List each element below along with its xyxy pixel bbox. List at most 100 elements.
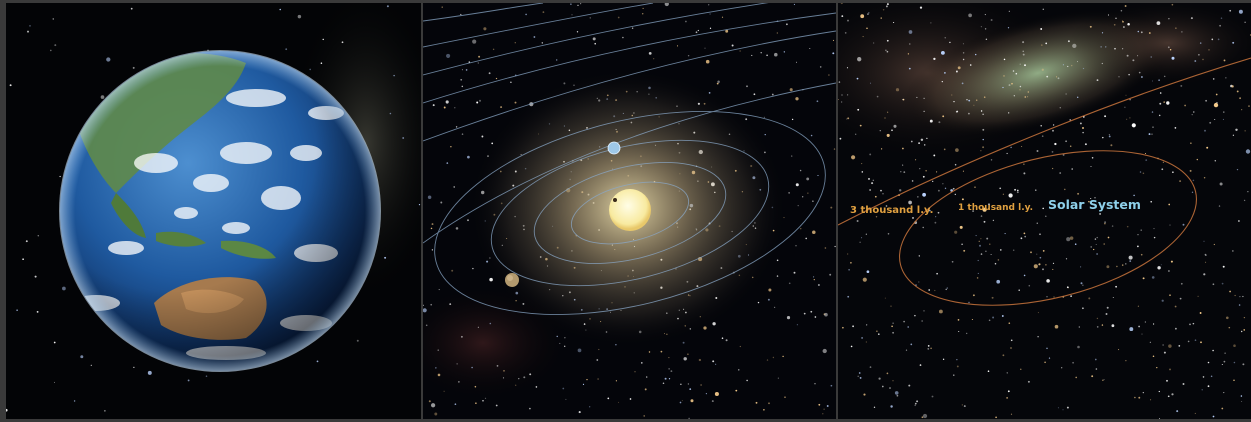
star [962, 58, 965, 61]
star [322, 38, 324, 41]
star [564, 345, 566, 347]
star [717, 80, 720, 83]
star [1223, 59, 1226, 62]
star [731, 44, 734, 47]
star [944, 37, 946, 39]
star [1111, 225, 1114, 227]
star [1070, 64, 1073, 67]
star [746, 85, 748, 88]
star [1045, 215, 1047, 218]
star [1108, 135, 1111, 138]
star [1167, 270, 1170, 272]
star [847, 19, 849, 22]
star [1160, 264, 1162, 266]
star [940, 50, 945, 55]
star [1153, 228, 1155, 230]
star [880, 189, 882, 192]
star [956, 365, 959, 368]
star [882, 9, 885, 11]
star [1104, 221, 1107, 224]
star [1222, 118, 1224, 120]
star [1190, 142, 1192, 144]
star [832, 52, 835, 55]
star [793, 271, 796, 274]
star [885, 205, 888, 207]
star [618, 401, 620, 403]
star [704, 47, 706, 49]
star [1149, 341, 1151, 343]
star [438, 289, 440, 291]
star [518, 378, 520, 380]
star [500, 106, 503, 109]
star [774, 52, 778, 57]
star [1107, 236, 1110, 239]
solar-orbit-panel [423, 3, 836, 419]
star [1006, 372, 1008, 374]
star [1096, 253, 1098, 255]
star [1225, 77, 1227, 79]
star [1228, 326, 1231, 329]
star [709, 13, 711, 15]
star [1194, 412, 1196, 414]
star [903, 171, 906, 173]
star [9, 84, 12, 87]
star [640, 362, 643, 364]
star [1090, 197, 1092, 200]
star [1168, 344, 1172, 348]
star [958, 330, 960, 333]
star [1076, 61, 1079, 63]
star [425, 324, 428, 327]
star [892, 380, 894, 382]
star [791, 155, 793, 157]
star [1161, 168, 1164, 171]
star [1211, 38, 1214, 41]
star [49, 49, 52, 52]
star [1024, 64, 1026, 67]
star [642, 7, 644, 9]
star [1221, 282, 1224, 285]
star [856, 220, 859, 222]
star [1213, 243, 1215, 246]
star [813, 276, 815, 278]
star [1071, 168, 1074, 170]
star [865, 233, 867, 235]
star [440, 201, 443, 204]
star [1070, 295, 1072, 297]
star [1061, 367, 1063, 369]
star [1175, 327, 1177, 330]
star [431, 223, 434, 226]
star [1223, 392, 1225, 394]
star [580, 3, 582, 5]
star [1207, 385, 1210, 388]
star [1137, 305, 1139, 307]
star [711, 400, 714, 403]
star [869, 82, 872, 84]
star [1218, 205, 1221, 207]
star [1024, 96, 1027, 98]
star [1238, 220, 1240, 222]
star [944, 72, 946, 74]
star [1084, 143, 1087, 146]
star [1223, 360, 1226, 363]
star [817, 284, 820, 286]
star [867, 13, 869, 15]
star [861, 163, 863, 165]
star [893, 21, 895, 24]
star [830, 206, 833, 209]
star [974, 186, 976, 188]
star [891, 129, 893, 132]
star [697, 29, 699, 32]
earth-planet [607, 141, 621, 155]
star [880, 148, 883, 150]
star [1069, 119, 1071, 121]
star [1054, 142, 1057, 146]
star [1096, 326, 1099, 328]
star [847, 253, 849, 255]
star [982, 138, 984, 141]
star [1169, 294, 1171, 296]
star [1020, 237, 1023, 240]
star [1142, 277, 1145, 280]
star [435, 367, 437, 369]
star [1180, 282, 1183, 285]
star [356, 339, 359, 342]
